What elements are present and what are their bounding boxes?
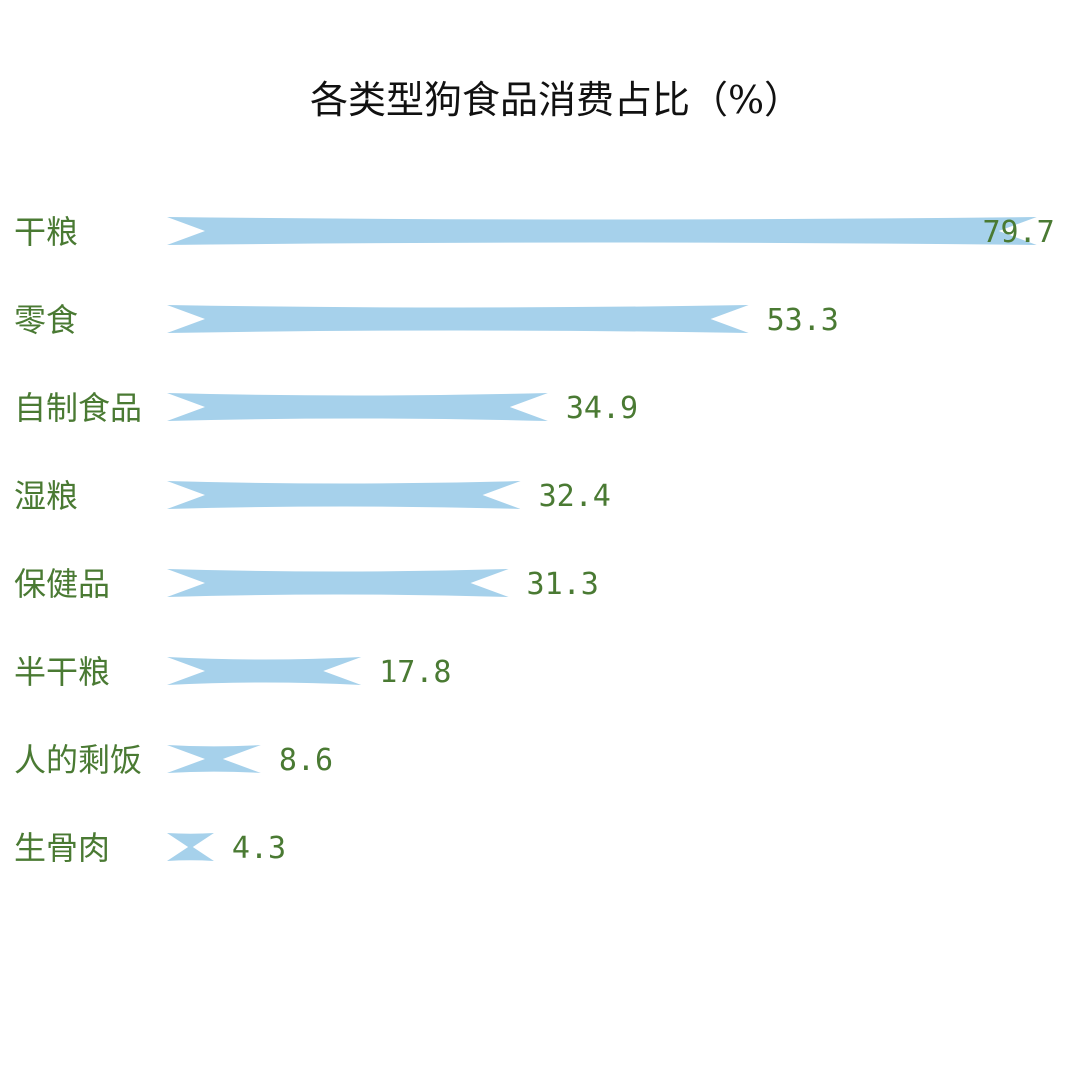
value-label: 31.3 (527, 567, 599, 602)
category-label: 半干粮 (14, 653, 110, 691)
category-label: 生骨肉 (14, 829, 110, 867)
value-label: 32.4 (539, 479, 611, 514)
bar-2 (167, 393, 548, 421)
category-label: 零食 (14, 301, 78, 339)
bar-1 (167, 305, 749, 333)
value-label: 34.9 (566, 391, 638, 426)
bar-4 (167, 569, 509, 597)
bar-5 (167, 657, 362, 685)
bars-group (167, 217, 1037, 861)
category-label: 保健品 (14, 565, 110, 603)
bar-3 (167, 481, 521, 509)
category-label: 自制食品 (14, 389, 142, 427)
chart-title: 各类型狗食品消费占比（%） (310, 78, 802, 122)
category-label: 湿粮 (14, 477, 78, 515)
bar-7 (167, 833, 214, 861)
category-label: 人的剩饭 (14, 741, 142, 779)
value-label: 17.8 (379, 655, 451, 690)
value-label: 8.6 (279, 743, 333, 778)
bar-6 (167, 745, 261, 773)
value-label: 53.3 (767, 303, 839, 338)
value-label: 4.3 (232, 831, 286, 866)
value-labels-group: 79.7 53.3 34.9 32.4 31.3 17.8 8.6 4.3 (232, 215, 1055, 866)
value-label: 79.7 (982, 215, 1054, 250)
category-label: 干粮 (14, 213, 78, 251)
bar-0 (167, 217, 1037, 245)
